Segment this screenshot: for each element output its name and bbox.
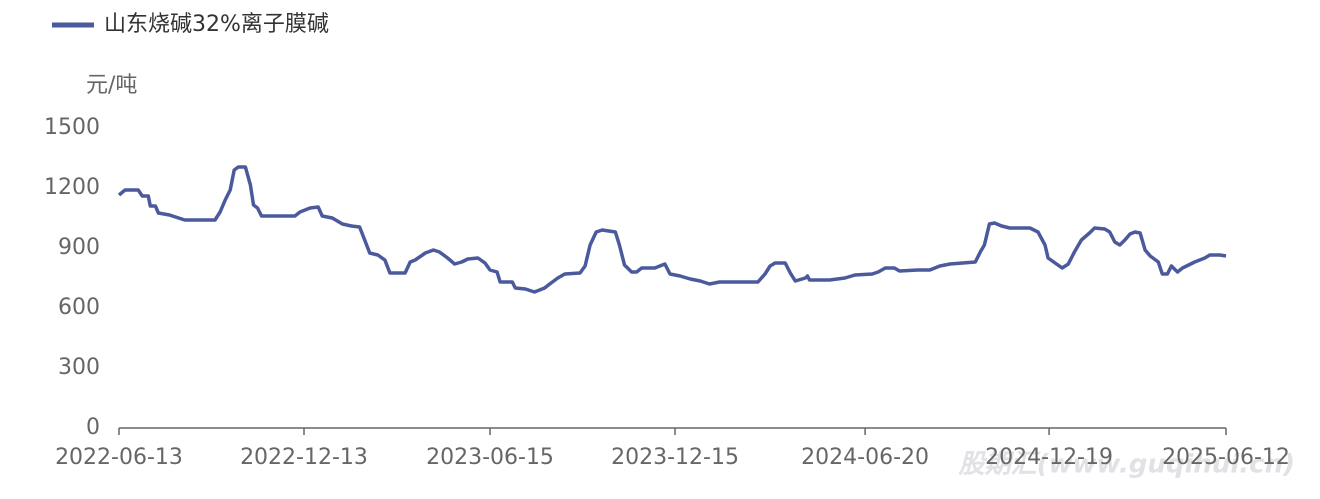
y-tick-label: 0 (86, 415, 100, 440)
x-tick-label: 2023-12-15 (611, 445, 739, 470)
y-tick-label: 900 (58, 235, 100, 260)
legend-label: 山东烧碱32%离子膜碱 (104, 12, 329, 37)
x-tick-label: 2024-06-20 (801, 445, 929, 470)
y-tick-label: 600 (58, 295, 100, 320)
x-tick-label: 2023-06-15 (426, 445, 554, 470)
x-tick-label: 2022-12-13 (240, 445, 368, 470)
x-tick-label: 2025-06-12 (1162, 445, 1290, 470)
x-tick-label: 2022-06-13 (55, 445, 183, 470)
y-tick-label: 300 (58, 355, 100, 380)
data-line (117, 165, 1227, 294)
y-tick-label: 1200 (44, 175, 100, 200)
x-tick-label: 2024-12-19 (985, 445, 1113, 470)
y-axis-label: 元/吨 (86, 73, 137, 98)
y-tick-label: 1500 (44, 115, 100, 140)
watermark: 股期汇(www.guqihui.cn) (958, 450, 1295, 480)
